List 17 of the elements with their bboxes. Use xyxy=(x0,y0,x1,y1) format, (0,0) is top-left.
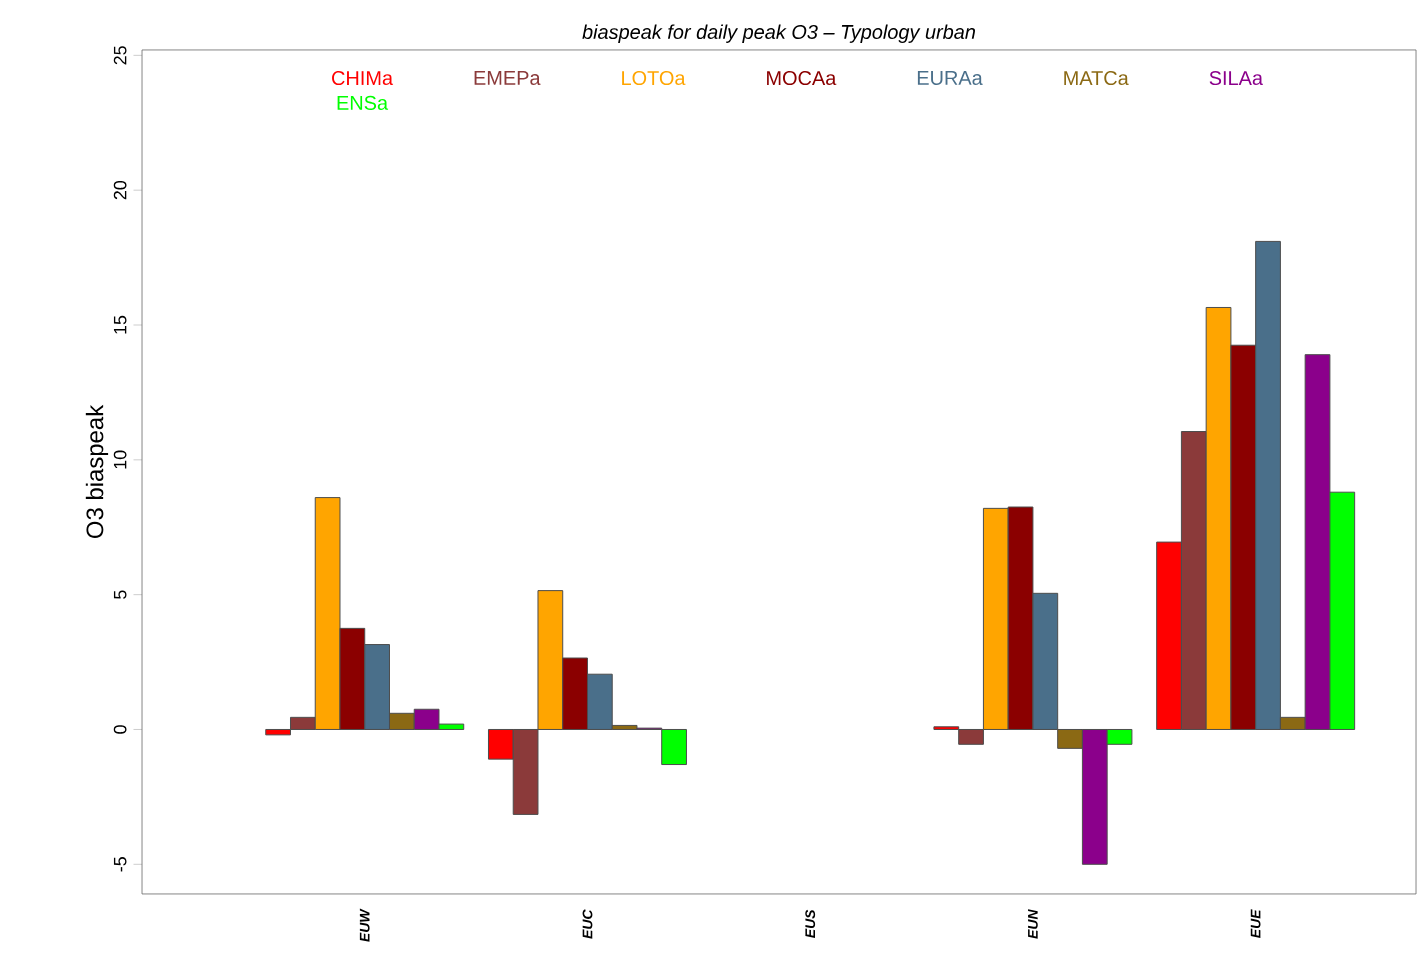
text: EMEPa xyxy=(474,71,541,85)
y-tick-label: 25 xyxy=(113,46,127,65)
y-tick-label: 5 xyxy=(113,590,127,599)
y-tick-label: 15 xyxy=(113,315,127,334)
y-axis-title: O3 biaspeak xyxy=(85,404,109,538)
text: ENSa xyxy=(337,95,389,110)
y-tick-label: 0 xyxy=(113,725,127,734)
text: CHIMa xyxy=(332,71,394,86)
text: EURAa xyxy=(917,71,983,85)
y-tick-label: 20 xyxy=(113,180,127,200)
y-tick-label: -5 xyxy=(113,857,127,872)
text: MATCa xyxy=(1064,71,1129,86)
y-tick-label: 10 xyxy=(113,450,127,469)
chart-title: biaspeak for daily peak O3 – Typology urban xyxy=(582,24,976,43)
text: LOTOa xyxy=(622,71,686,86)
text: SILAa xyxy=(1209,71,1263,86)
text: MOCAa xyxy=(767,71,837,86)
